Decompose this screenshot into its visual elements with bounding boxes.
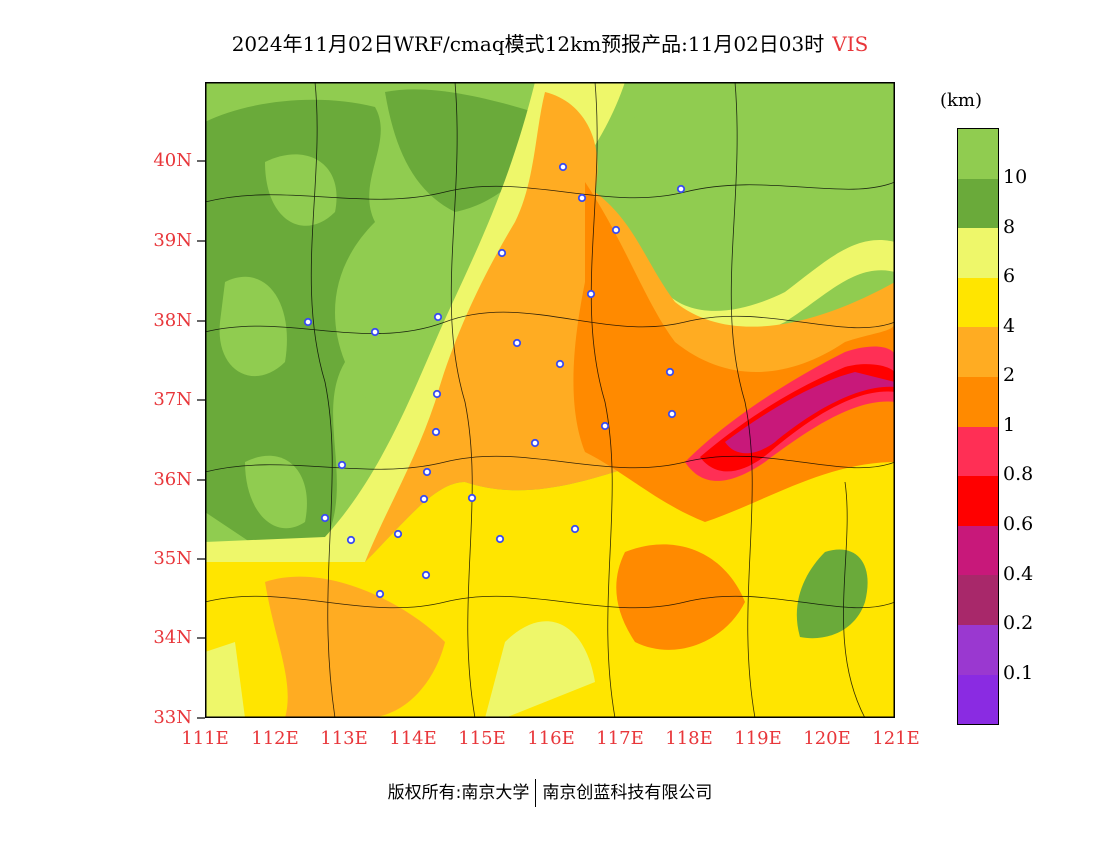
lat-label-35: 35N [153, 548, 192, 569]
city-markers [303, 162, 686, 599]
city-marker [370, 327, 380, 337]
legend-swatch [958, 129, 998, 179]
orange-south-lobe [616, 544, 745, 650]
lat-label-37: 37N [153, 389, 192, 410]
color-legend [957, 128, 999, 726]
city-marker [497, 248, 507, 258]
city-marker [555, 359, 565, 369]
light-green-blob-2 [265, 154, 337, 226]
map-border [205, 82, 895, 718]
legend-label: 6 [1003, 265, 1016, 287]
lat-label-39: 39N [153, 230, 192, 251]
chart-title: 2024年11月02日WRF/cmaq模式12km预报产品:11月02日03时 V… [0, 28, 1100, 57]
city-marker [421, 570, 431, 580]
legend-label: 0.8 [1003, 463, 1034, 485]
magenta-core [725, 372, 895, 454]
city-marker [346, 535, 356, 545]
copyright-right: 南京创蓝科技有限公司 [542, 783, 713, 803]
legend-swatch [958, 376, 998, 427]
city-marker [375, 589, 385, 599]
legend-swatch [958, 476, 998, 526]
lon-label-113: 113E [320, 728, 368, 749]
city-marker [558, 162, 568, 172]
legend-swatch [958, 674, 998, 725]
northeast-yellow-ring [650, 240, 895, 340]
dark-green-west [205, 99, 381, 553]
legend-unit: (km) [940, 90, 983, 111]
lon-label-112: 112E [251, 728, 299, 749]
yellow-light-band [205, 82, 625, 562]
title-variable: VIS [832, 32, 869, 56]
lat-label-36: 36N [153, 469, 192, 490]
city-marker [570, 524, 580, 534]
green-east-sea [796, 549, 868, 639]
lon-label-111: 111E [181, 728, 229, 749]
city-marker [611, 225, 621, 235]
city-marker [303, 317, 313, 327]
lon-label-115: 115E [458, 728, 506, 749]
city-marker [530, 438, 540, 448]
lon-label-117: 117E [596, 728, 644, 749]
city-marker [665, 367, 675, 377]
city-marker [600, 421, 610, 431]
legend-label: 10 [1003, 166, 1028, 188]
lat-label-33: 33N [153, 707, 192, 728]
lon-label-119: 119E [734, 728, 782, 749]
city-marker [467, 493, 477, 503]
legend-label: 2 [1003, 364, 1016, 386]
legend-label: 1 [1003, 414, 1016, 436]
city-marker [320, 513, 330, 523]
dark-green-north [385, 89, 565, 212]
title-text: 2024年11月02日WRF/cmaq模式12km预报产品:11月02日03时 [231, 32, 825, 56]
city-marker [433, 312, 443, 322]
yellow-light-south-2 [205, 642, 245, 718]
legend-label: 0.4 [1003, 563, 1034, 585]
legend-label: 0.6 [1003, 513, 1034, 535]
lat-label-38: 38N [153, 310, 192, 331]
lon-label-120: 120E [803, 728, 851, 749]
city-marker [586, 289, 596, 299]
copyright-divider [535, 779, 537, 807]
light-green-blob-3 [345, 320, 407, 409]
city-marker [432, 389, 442, 399]
lon-label-121: 121E [872, 728, 920, 749]
legend-swatch [958, 575, 998, 625]
legend-swatch [958, 178, 998, 229]
boundary-lines [205, 82, 895, 718]
light-green-blob-4 [245, 455, 307, 529]
legend-swatch [958, 277, 998, 328]
legend-label: 0.1 [1003, 662, 1034, 684]
lat-ticks [197, 160, 205, 719]
lon-label-114: 114E [389, 728, 437, 749]
legend-label: 8 [1003, 216, 1016, 238]
visibility-map [205, 82, 895, 718]
orange-core [573, 182, 895, 522]
legend-swatch [958, 624, 998, 675]
lon-label-118: 118E [665, 728, 713, 749]
legend-swatch [958, 525, 998, 576]
legend-label: 4 [1003, 315, 1016, 337]
legend-swatch [958, 327, 998, 377]
legend-swatch [958, 228, 998, 278]
city-marker [422, 467, 432, 477]
yellow-light-south-1 [485, 621, 595, 718]
city-marker [512, 338, 522, 348]
lat-label-34: 34N [153, 627, 192, 648]
city-marker [337, 460, 347, 470]
city-marker [667, 409, 677, 419]
lon-label-116: 116E [527, 728, 575, 749]
city-marker [393, 529, 403, 539]
copyright: 版权所有:南京大学 南京创蓝科技有限公司 [0, 778, 1100, 807]
city-marker [431, 427, 441, 437]
city-marker [495, 534, 505, 544]
lat-label-40: 40N [153, 150, 192, 171]
copyright-left: 版权所有:南京大学 [387, 783, 530, 803]
legend-label: 0.2 [1003, 612, 1034, 634]
northeast-green [625, 82, 895, 311]
city-marker [419, 494, 429, 504]
city-marker [577, 193, 587, 203]
city-marker [676, 184, 686, 194]
orange-light-southwest [265, 576, 445, 718]
legend-swatch [958, 426, 998, 477]
